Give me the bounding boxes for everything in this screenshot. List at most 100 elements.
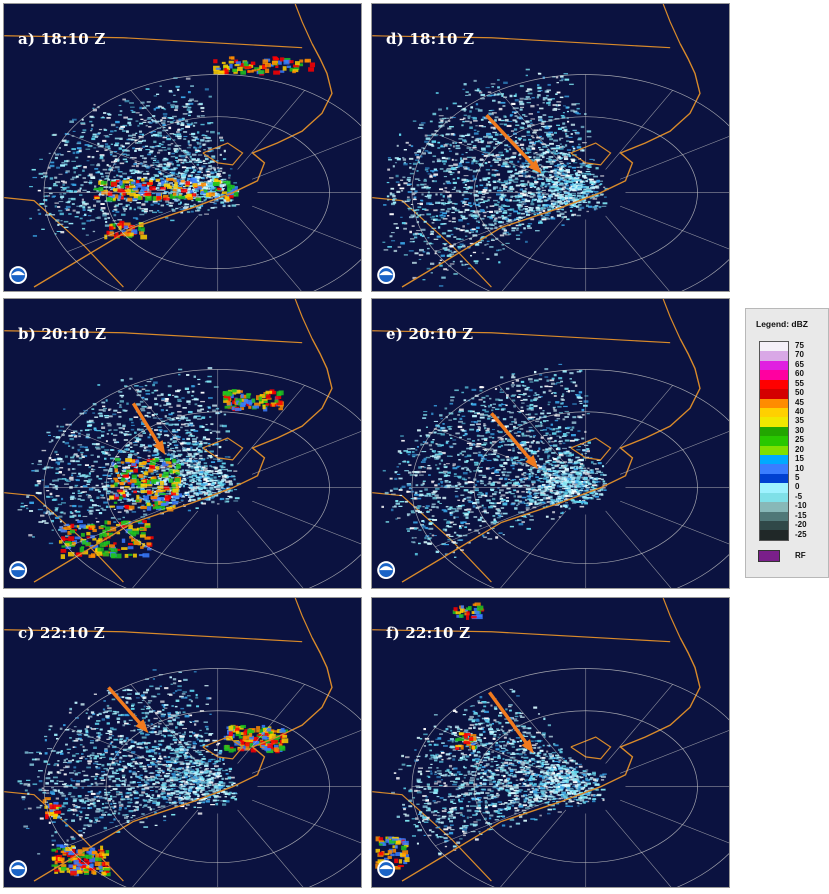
state-border-line xyxy=(294,299,313,339)
sound-outline xyxy=(570,437,612,461)
radial-line xyxy=(435,727,552,774)
radial-line xyxy=(605,90,673,170)
state-border-line xyxy=(372,629,671,643)
radial-line xyxy=(620,205,729,250)
radial-line xyxy=(130,385,199,465)
radial-line xyxy=(605,809,672,887)
state-boundaries xyxy=(372,4,681,288)
legend-tick-label: 65 xyxy=(795,359,804,369)
state-boundaries xyxy=(372,598,681,882)
legend-color-bar xyxy=(759,341,789,541)
radial-line xyxy=(67,799,184,847)
coastline xyxy=(401,637,701,882)
legend-tick-label: 25 xyxy=(795,435,804,445)
coastline-line xyxy=(33,43,333,288)
noaa-logo-icon xyxy=(377,266,396,285)
coastline-line xyxy=(401,637,701,882)
panel-label: d) 18:10 Z xyxy=(386,30,475,48)
panel-label: c) 22:10 Z xyxy=(18,624,105,642)
radial-line xyxy=(620,431,729,475)
legend-tick-label: 15 xyxy=(795,454,804,464)
state-border-line xyxy=(372,197,492,288)
radial-line xyxy=(500,809,567,887)
radar-map-e xyxy=(372,299,729,588)
radial-line xyxy=(130,684,199,764)
radar-map-c xyxy=(4,598,361,887)
panel-label: e) 20:10 Z xyxy=(386,325,474,343)
radial-line xyxy=(252,205,361,250)
radial-line xyxy=(67,133,184,180)
range-rings xyxy=(411,369,729,588)
state-border-line xyxy=(662,4,681,44)
legend-swatch xyxy=(760,473,788,484)
radial-line xyxy=(132,510,199,588)
state-border-line xyxy=(294,598,313,638)
radial-line xyxy=(605,215,670,291)
radial-line xyxy=(132,809,199,887)
legend-swatch xyxy=(760,417,788,427)
legend-swatch xyxy=(760,398,788,408)
coastline xyxy=(33,637,333,882)
legend-swatch xyxy=(760,342,788,352)
legend-tick-label: 50 xyxy=(795,388,804,398)
state-border-line xyxy=(662,299,681,339)
legend-swatch xyxy=(760,445,788,456)
legend-tick-label: 20 xyxy=(795,444,804,454)
rf-swatch xyxy=(758,550,780,562)
legend-tick-label: -5 xyxy=(795,491,803,501)
legend-swatch xyxy=(760,502,788,512)
radial-line xyxy=(435,205,552,253)
arrow-icon xyxy=(490,412,539,469)
legend-swatch xyxy=(760,426,788,437)
radial-line xyxy=(498,684,567,764)
radial-line xyxy=(252,730,361,774)
legend-tick-label: 10 xyxy=(795,463,804,473)
range-rings xyxy=(411,668,729,887)
radar-panel-d: d) 18:10 Z xyxy=(371,3,730,292)
sound-outline xyxy=(570,142,612,166)
sound-outline xyxy=(570,736,612,760)
arrow-icon xyxy=(485,114,542,174)
radial-line xyxy=(252,431,361,475)
radar-map-a xyxy=(4,4,361,291)
noaa-logo-icon xyxy=(377,561,396,580)
radar-panel-c: c) 22:10 Z xyxy=(3,597,362,888)
state-boundaries xyxy=(4,4,313,288)
sound-outline xyxy=(202,142,244,166)
radial-line xyxy=(237,385,305,465)
range-rings xyxy=(411,74,729,291)
radar-panel-f: f) 22:10 Z xyxy=(371,597,730,888)
legend-swatch xyxy=(760,360,788,371)
legend-swatch xyxy=(760,436,788,446)
radar-map-f xyxy=(372,598,729,887)
coastline-line xyxy=(401,43,701,288)
radial-line xyxy=(435,799,552,847)
legend-tick-label: -15 xyxy=(795,510,807,520)
range-rings xyxy=(43,668,361,887)
legend-tick-label: 75 xyxy=(795,341,804,350)
radar-panel-e: e) 20:10 Z xyxy=(371,298,730,589)
legend-tick-label: 70 xyxy=(795,350,804,360)
rf-label: RF xyxy=(795,551,806,560)
state-border-line xyxy=(294,4,313,44)
radial-line xyxy=(252,799,361,844)
state-border-line xyxy=(662,598,681,638)
radial-line xyxy=(605,684,673,764)
radar-panel-b: b) 20:10 Z xyxy=(3,298,362,589)
legend-title: Legend: dBZ xyxy=(756,319,808,329)
noaa-logo-icon xyxy=(9,266,28,285)
legend-tick-label: 40 xyxy=(795,407,804,416)
noaa-logo-icon xyxy=(377,860,396,879)
panel-label: f) 22:10 Z xyxy=(386,624,471,642)
radial-line xyxy=(605,510,672,588)
coastline xyxy=(401,43,701,288)
radial-line xyxy=(237,90,305,170)
coastline xyxy=(33,43,333,288)
coastline xyxy=(401,338,701,583)
dbz-legend: Legend: dBZ 75 70 65 60 55 50 45 40 35 30 25 20 15 10… xyxy=(745,308,829,578)
radial-line xyxy=(67,205,184,253)
radial-line xyxy=(620,136,729,180)
radial-line xyxy=(130,90,199,170)
radial-line xyxy=(237,684,305,764)
radial-line xyxy=(620,730,729,774)
